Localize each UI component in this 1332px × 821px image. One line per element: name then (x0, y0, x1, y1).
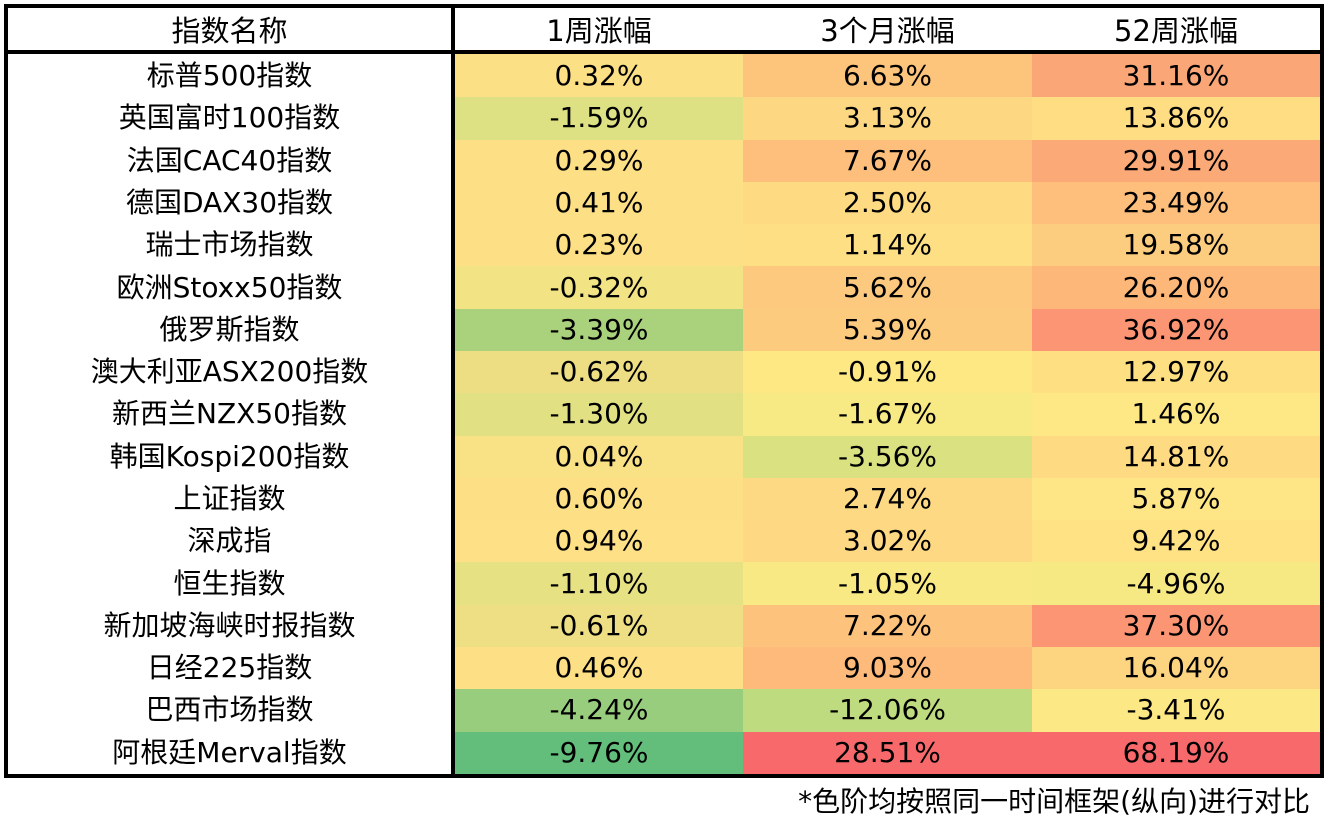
heatmap-table: 指数名称 1周涨幅 3个月涨幅 52周涨幅 标普500指数 0.32% 6.63% 3… (8, 8, 1320, 774)
index-name-cell: 欧洲Stoxx50指数 (8, 266, 455, 309)
cell-3-month: -12.06% (743, 689, 1032, 732)
index-name-cell: 恒生指数 (8, 562, 455, 605)
table-body: 标普500指数 0.32% 6.63% 31.16% 英国富时100指数 -1.59% 3.… (8, 52, 1320, 774)
cell-3-month: -1.05% (743, 562, 1032, 605)
column-header-3-month: 3个月涨幅 (743, 8, 1032, 54)
index-name-cell: 标普500指数 (8, 52, 455, 98)
table-row: 瑞士市场指数 0.23% 1.14% 19.58% (8, 224, 1320, 267)
column-header-52-week: 52周涨幅 (1032, 8, 1320, 54)
cell-3-month: 5.62% (743, 266, 1032, 309)
cell-3-month: 1.14% (743, 224, 1032, 267)
cell-1-week: 0.23% (453, 224, 743, 267)
cell-1-week: -4.24% (453, 689, 743, 732)
cell-1-week: 0.94% (453, 520, 743, 563)
cell-1-week: -0.32% (453, 266, 743, 309)
index-name-cell: 德国DAX30指数 (8, 181, 455, 225)
cell-3-month: 2.50% (743, 181, 1032, 225)
cell-3-month: 2.74% (743, 477, 1032, 521)
table-row: 巴西市场指数 -4.24% -12.06% -3.41% (8, 689, 1320, 732)
index-name-cell: 俄罗斯指数 (8, 308, 455, 351)
cell-3-month: 28.51% (743, 731, 1032, 774)
cell-1-week: 0.29% (453, 139, 743, 182)
cell-1-week: -1.59% (453, 97, 743, 140)
cell-3-month: 7.67% (743, 139, 1032, 182)
cell-1-week: 0.60% (453, 477, 743, 521)
cell-3-month: -3.56% (743, 435, 1032, 478)
table-row: 俄罗斯指数 -3.39% 5.39% 36.92% (8, 308, 1320, 351)
cell-52-week: 13.86% (1032, 97, 1320, 140)
cell-52-week: 23.49% (1032, 181, 1320, 225)
header-row: 指数名称 1周涨幅 3个月涨幅 52周涨幅 (8, 8, 1320, 54)
cell-1-week: 0.46% (453, 646, 743, 690)
cell-1-week: 0.04% (453, 435, 743, 478)
cell-52-week: 31.16% (1032, 52, 1320, 98)
cell-1-week: 0.32% (453, 52, 743, 98)
cell-52-week: 29.91% (1032, 139, 1320, 182)
cell-3-month: -0.91% (743, 351, 1032, 394)
table-row: 深成指 0.94% 3.02% 9.42% (8, 520, 1320, 563)
cell-52-week: 12.97% (1032, 351, 1320, 394)
index-name-cell: 英国富时100指数 (8, 97, 455, 140)
cell-52-week: 14.81% (1032, 435, 1320, 478)
index-name-cell: 新西兰NZX50指数 (8, 393, 455, 436)
footnote: *色阶均按照同一时间框架(纵向)进行对比 (798, 785, 1310, 818)
index-name-cell: 瑞士市场指数 (8, 224, 455, 267)
table-row: 标普500指数 0.32% 6.63% 31.16% (8, 52, 1320, 98)
index-name-cell: 新加坡海峡时报指数 (8, 604, 455, 647)
cell-52-week: 16.04% (1032, 646, 1320, 690)
cell-52-week: -3.41% (1032, 689, 1320, 732)
table-row: 澳大利亚ASX200指数 -0.62% -0.91% 12.97% (8, 351, 1320, 394)
table-row: 阿根廷Merval指数 -9.76% 28.51% 68.19% (8, 731, 1320, 774)
table-row: 上证指数 0.60% 2.74% 5.87% (8, 477, 1320, 521)
table-row: 法国CAC40指数 0.29% 7.67% 29.91% (8, 139, 1320, 182)
cell-52-week: 26.20% (1032, 266, 1320, 309)
cell-52-week: 1.46% (1032, 393, 1320, 436)
cell-3-month: 7.22% (743, 604, 1032, 647)
cell-3-month: 9.03% (743, 646, 1032, 690)
index-name-cell: 巴西市场指数 (8, 689, 455, 732)
cell-1-week: -9.76% (453, 731, 743, 774)
cell-1-week: -3.39% (453, 308, 743, 351)
cell-1-week: -0.61% (453, 604, 743, 647)
cell-3-month: 3.13% (743, 97, 1032, 140)
index-name-cell: 韩国Kospi200指数 (8, 435, 455, 478)
cell-3-month: 3.02% (743, 520, 1032, 563)
cell-52-week: 68.19% (1032, 731, 1320, 774)
cell-1-week: -0.62% (453, 351, 743, 394)
table-row: 新加坡海峡时报指数 -0.61% 7.22% 37.30% (8, 604, 1320, 647)
table-row: 欧洲Stoxx50指数 -0.32% 5.62% 26.20% (8, 266, 1320, 309)
table-row: 日经225指数 0.46% 9.03% 16.04% (8, 646, 1320, 690)
index-name-cell: 上证指数 (8, 477, 455, 521)
cell-52-week: 19.58% (1032, 224, 1320, 267)
cell-3-month: 5.39% (743, 308, 1032, 351)
table-row: 英国富时100指数 -1.59% 3.13% 13.86% (8, 97, 1320, 140)
cell-52-week: 9.42% (1032, 520, 1320, 563)
column-header-1-week: 1周涨幅 (453, 8, 743, 54)
cell-52-week: 36.92% (1032, 308, 1320, 351)
index-name-cell: 澳大利亚ASX200指数 (8, 351, 455, 394)
cell-52-week: 5.87% (1032, 477, 1320, 521)
table-row: 韩国Kospi200指数 0.04% -3.56% 14.81% (8, 435, 1320, 478)
cell-1-week: -1.10% (453, 562, 743, 605)
index-name-cell: 阿根廷Merval指数 (8, 731, 455, 774)
index-performance-table: 指数名称 1周涨幅 3个月涨幅 52周涨幅 标普500指数 0.32% 6.63% 3… (4, 4, 1324, 778)
index-name-cell: 法国CAC40指数 (8, 139, 455, 182)
table-row: 新西兰NZX50指数 -1.30% -1.67% 1.46% (8, 393, 1320, 436)
cell-3-month: 6.63% (743, 52, 1032, 98)
index-name-cell: 深成指 (8, 520, 455, 563)
table-row: 德国DAX30指数 0.41% 2.50% 23.49% (8, 181, 1320, 225)
cell-3-month: -1.67% (743, 393, 1032, 436)
cell-1-week: 0.41% (453, 181, 743, 225)
table-row: 恒生指数 -1.10% -1.05% -4.96% (8, 562, 1320, 605)
cell-52-week: 37.30% (1032, 604, 1320, 647)
cell-52-week: -4.96% (1032, 562, 1320, 605)
index-name-cell: 日经225指数 (8, 646, 455, 690)
cell-1-week: -1.30% (453, 393, 743, 436)
column-header-index-name: 指数名称 (8, 8, 455, 54)
